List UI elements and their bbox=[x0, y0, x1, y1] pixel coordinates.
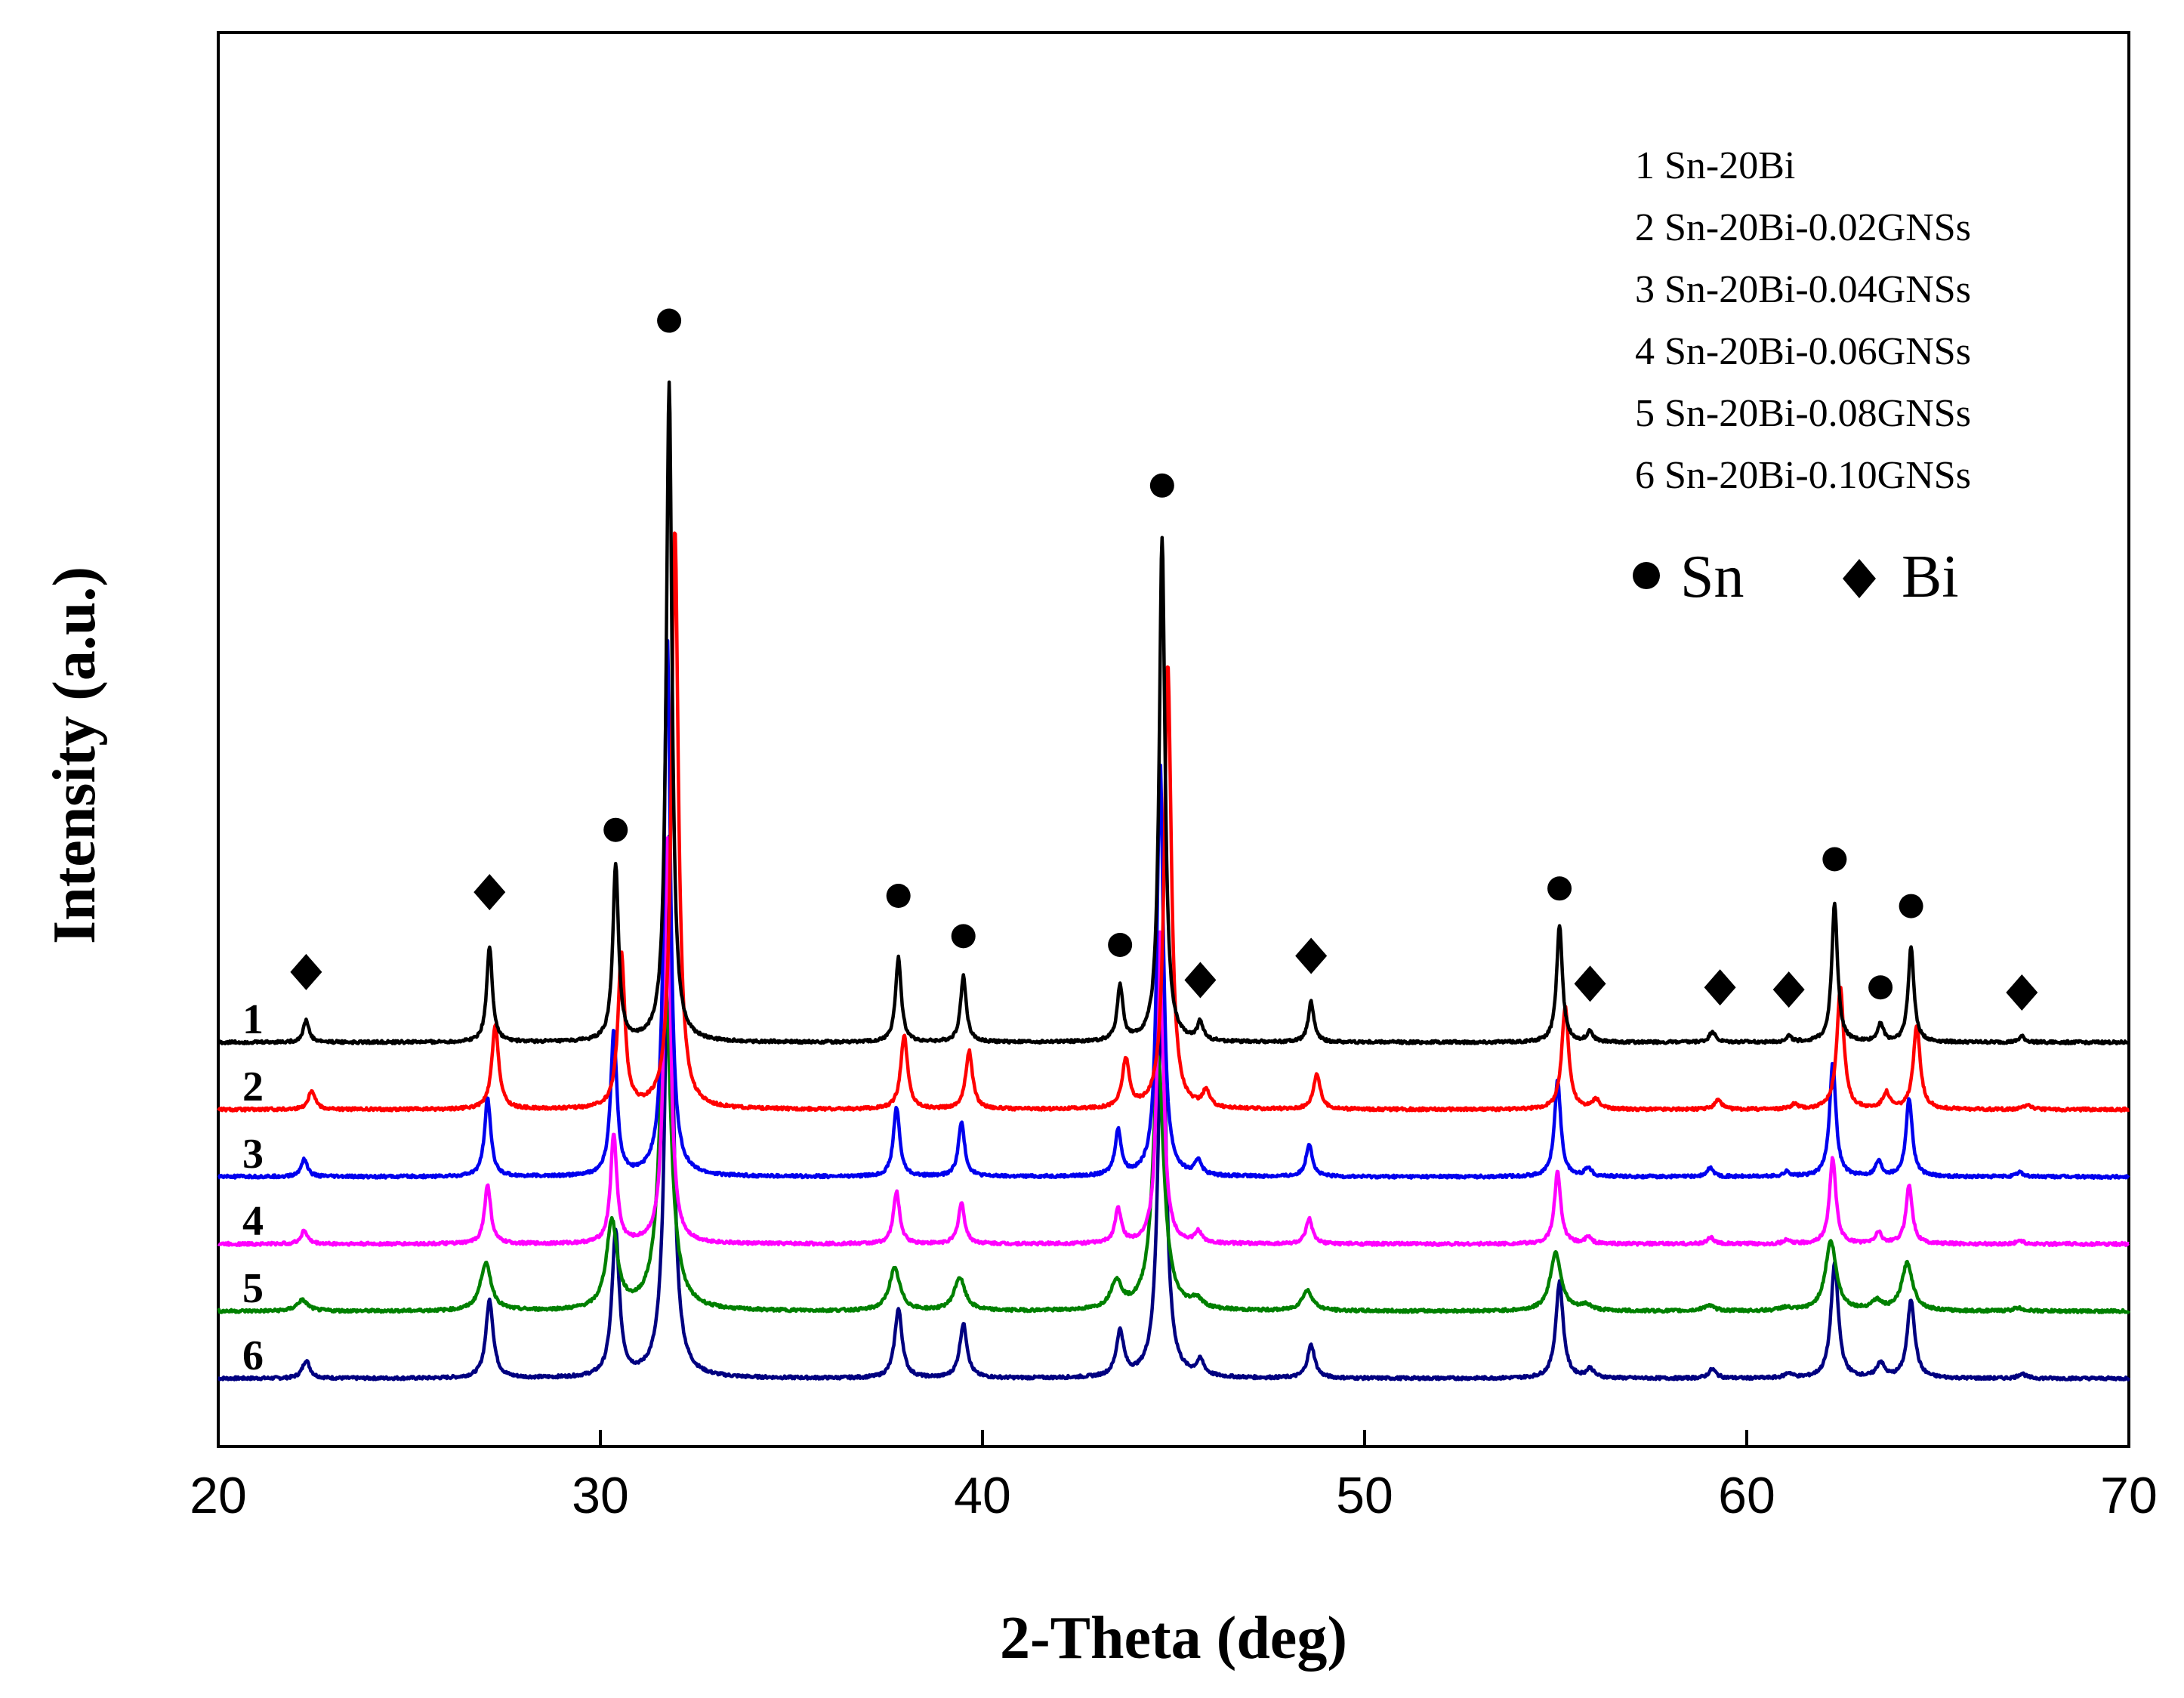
trace-label-4: 4 bbox=[242, 1198, 264, 1245]
bi-peak-marker-icon bbox=[1574, 965, 1606, 1002]
bi-peak-marker-icon bbox=[474, 874, 506, 911]
legend-entry-5: 5 Sn-20Bi-0.08GNSs bbox=[1635, 392, 1971, 435]
trace-label-1: 1 bbox=[242, 996, 264, 1043]
plot-frame bbox=[217, 31, 2130, 1448]
legend-entry-6: 6 Sn-20Bi-0.10GNSs bbox=[1635, 454, 1971, 497]
x-tick-label: 70 bbox=[2100, 1467, 2158, 1524]
trace-line-1 bbox=[217, 380, 2130, 1046]
bi-peak-marker-icon bbox=[1295, 937, 1328, 974]
sn-peak-marker-icon bbox=[657, 308, 682, 333]
sn-peak-marker-icon bbox=[1547, 876, 1572, 901]
trace-line-5 bbox=[217, 977, 2131, 1314]
sn-peak-marker-icon bbox=[951, 924, 976, 949]
trace-label-3: 3 bbox=[242, 1131, 264, 1178]
trace-line-3 bbox=[217, 638, 2130, 1181]
legend-entry-3: 3 Sn-20Bi-0.04GNSs bbox=[1635, 268, 1971, 311]
x-axis-ticks: 20 30 40 50 60 70 bbox=[190, 1430, 2158, 1524]
y-axis-title: Intensity (a.u.) bbox=[42, 567, 108, 944]
bi-peak-marker-icon bbox=[1184, 962, 1217, 999]
sn-peak-marker-icon bbox=[603, 817, 628, 842]
x-tick-label: 40 bbox=[954, 1467, 1011, 1524]
trace-label-6: 6 bbox=[242, 1332, 264, 1379]
trace-line-2 bbox=[217, 531, 2130, 1113]
legend-entry-1: 1 Sn-20Bi bbox=[1635, 144, 1795, 187]
trace-line-4 bbox=[217, 835, 2130, 1248]
bi-legend-label: Bi bbox=[1902, 544, 1959, 610]
x-tick-label: 60 bbox=[1718, 1467, 1775, 1524]
bi-peak-marker-icon bbox=[2006, 974, 2038, 1011]
bi-legend-diamond-icon bbox=[1843, 559, 1876, 598]
sn-peak-marker-icon bbox=[1149, 473, 1174, 498]
x-tick-label: 50 bbox=[1336, 1467, 1393, 1524]
sn-peak-marker-icon bbox=[1868, 975, 1893, 1000]
trace-label-2: 2 bbox=[242, 1064, 264, 1110]
x-tick-label: 30 bbox=[572, 1467, 629, 1524]
trace-label-group: 6 5 4 3 2 1 bbox=[242, 996, 264, 1379]
trace-group bbox=[217, 380, 2131, 1382]
sn-legend-label: Sn bbox=[1680, 544, 1744, 610]
x-tick-label: 20 bbox=[190, 1467, 247, 1524]
trace-label-5: 5 bbox=[242, 1265, 264, 1312]
trace-line-6 bbox=[217, 834, 2131, 1382]
legend: 1 Sn-20Bi 2 Sn-20Bi-0.02GNSs 3 Sn-20Bi-0… bbox=[1633, 144, 1971, 610]
sn-peak-marker-icon bbox=[1899, 894, 1923, 918]
sn-peak-marker-icon bbox=[1822, 847, 1847, 872]
bi-peak-marker-icon bbox=[1704, 969, 1736, 1006]
sn-legend-circle-icon bbox=[1633, 562, 1660, 589]
sn-peak-marker-icon bbox=[1108, 932, 1133, 957]
bi-peak-marker-icon bbox=[1772, 971, 1805, 1008]
phase-marker-group bbox=[290, 308, 2038, 1011]
bi-peak-marker-icon bbox=[290, 953, 322, 990]
legend-entry-4: 4 Sn-20Bi-0.06GNSs bbox=[1635, 330, 1971, 373]
legend-entry-2: 2 Sn-20Bi-0.02GNSs bbox=[1635, 206, 1971, 249]
x-axis-title: 2-Theta (deg) bbox=[1000, 1605, 1347, 1672]
sn-peak-marker-icon bbox=[886, 884, 911, 908]
